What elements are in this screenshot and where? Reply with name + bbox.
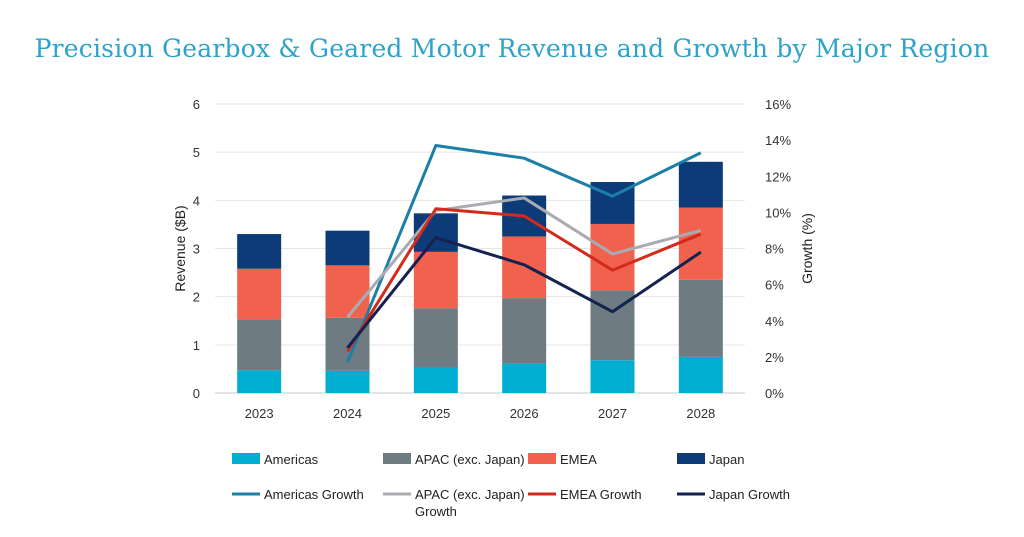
legend-label: APAC (exc. Japan) — [415, 487, 525, 502]
x-tick-label: 2023 — [245, 406, 274, 421]
y2-tick-label: 10% — [765, 205, 791, 220]
y-axis-ticks: 0 1 2 3 4 5 6 — [193, 97, 200, 401]
line-apac-exc-japan-growth — [346, 196, 702, 319]
legend-swatch-americas — [232, 453, 260, 464]
bar-japan-2024 — [325, 230, 370, 266]
bar-group — [237, 161, 723, 393]
x-tick-label: 2027 — [598, 406, 627, 421]
x-tick-label: 2024 — [333, 406, 362, 421]
y-tick-label: 0 — [193, 386, 200, 401]
line-emea-growth — [346, 207, 702, 353]
bar-emea-2024 — [325, 265, 370, 318]
legend-label: Americas Growth — [264, 487, 364, 502]
bar-americas-2026 — [502, 363, 547, 393]
bar-japan-2028 — [678, 161, 723, 208]
y2-tick-label: 6% — [765, 278, 784, 293]
y2-tick-label: 12% — [765, 169, 791, 184]
y2-axis-ticks: 0% 2% 4% 6% 8% 10% 12% 14% 16% — [765, 97, 791, 401]
x-axis-ticks: 2023 2024 2025 2026 2027 2028 — [245, 406, 716, 421]
y-tick-label: 6 — [193, 97, 200, 112]
bar-emea-2025 — [413, 251, 458, 309]
y2-axis-title: Growth (%) — [799, 213, 815, 284]
legend-swatch-emea — [528, 453, 556, 464]
legend-label: Japan Growth — [709, 487, 790, 502]
bar-americas-2024 — [325, 370, 370, 393]
y-tick-label: 3 — [193, 242, 200, 257]
bar-apac-exc-japan-2028 — [678, 279, 723, 357]
legend-label: APAC (exc. Japan) — [415, 452, 525, 467]
legend-swatch-japan — [677, 453, 705, 464]
y-axis-title: Revenue ($B) — [172, 205, 188, 291]
y2-tick-label: 0% — [765, 386, 784, 401]
bar-apac-exc-japan-2023 — [237, 319, 282, 371]
legend-label: EMEA — [560, 452, 597, 467]
y2-tick-label: 8% — [765, 242, 784, 257]
bar-japan-2023 — [237, 234, 282, 269]
bar-apac-exc-japan-2026 — [502, 298, 547, 364]
bar-apac-exc-japan-2025 — [413, 308, 458, 368]
bar-emea-2026 — [502, 236, 547, 299]
line-group — [346, 144, 702, 363]
x-tick-label: 2025 — [421, 406, 450, 421]
legend-swatch-apac-exc-japan — [383, 453, 411, 464]
bar-emea-2028 — [678, 207, 723, 280]
chart-title: Precision Gearbox & Geared Motor Revenue… — [34, 34, 990, 63]
y2-tick-label: 2% — [765, 350, 784, 365]
bar-americas-2023 — [237, 370, 282, 393]
y2-tick-label: 14% — [765, 133, 791, 148]
bar-emea-2023 — [237, 268, 282, 320]
x-tick-label: 2026 — [510, 406, 539, 421]
y-tick-label: 1 — [193, 338, 200, 353]
x-tick-label: 2028 — [686, 406, 715, 421]
legend-label: EMEA Growth — [560, 487, 642, 502]
y2-tick-label: 16% — [765, 97, 791, 112]
bar-americas-2028 — [678, 356, 723, 393]
y-tick-label: 4 — [193, 193, 200, 208]
y-tick-label: 2 — [193, 290, 200, 305]
y2-tick-label: 4% — [765, 314, 784, 329]
legend-label: Americas — [264, 452, 319, 467]
legend: Americas APAC (exc. Japan) EMEA Japan Americ… — [232, 452, 790, 519]
line-americas-growth — [346, 144, 702, 363]
bar-americas-2025 — [413, 367, 458, 393]
line-japan-growth — [346, 236, 702, 349]
y-tick-label: 5 — [193, 145, 200, 160]
legend-label-line2: Growth — [415, 504, 457, 519]
legend-label: Japan — [709, 452, 744, 467]
bar-emea-2027 — [590, 223, 635, 291]
bar-americas-2027 — [590, 360, 635, 393]
